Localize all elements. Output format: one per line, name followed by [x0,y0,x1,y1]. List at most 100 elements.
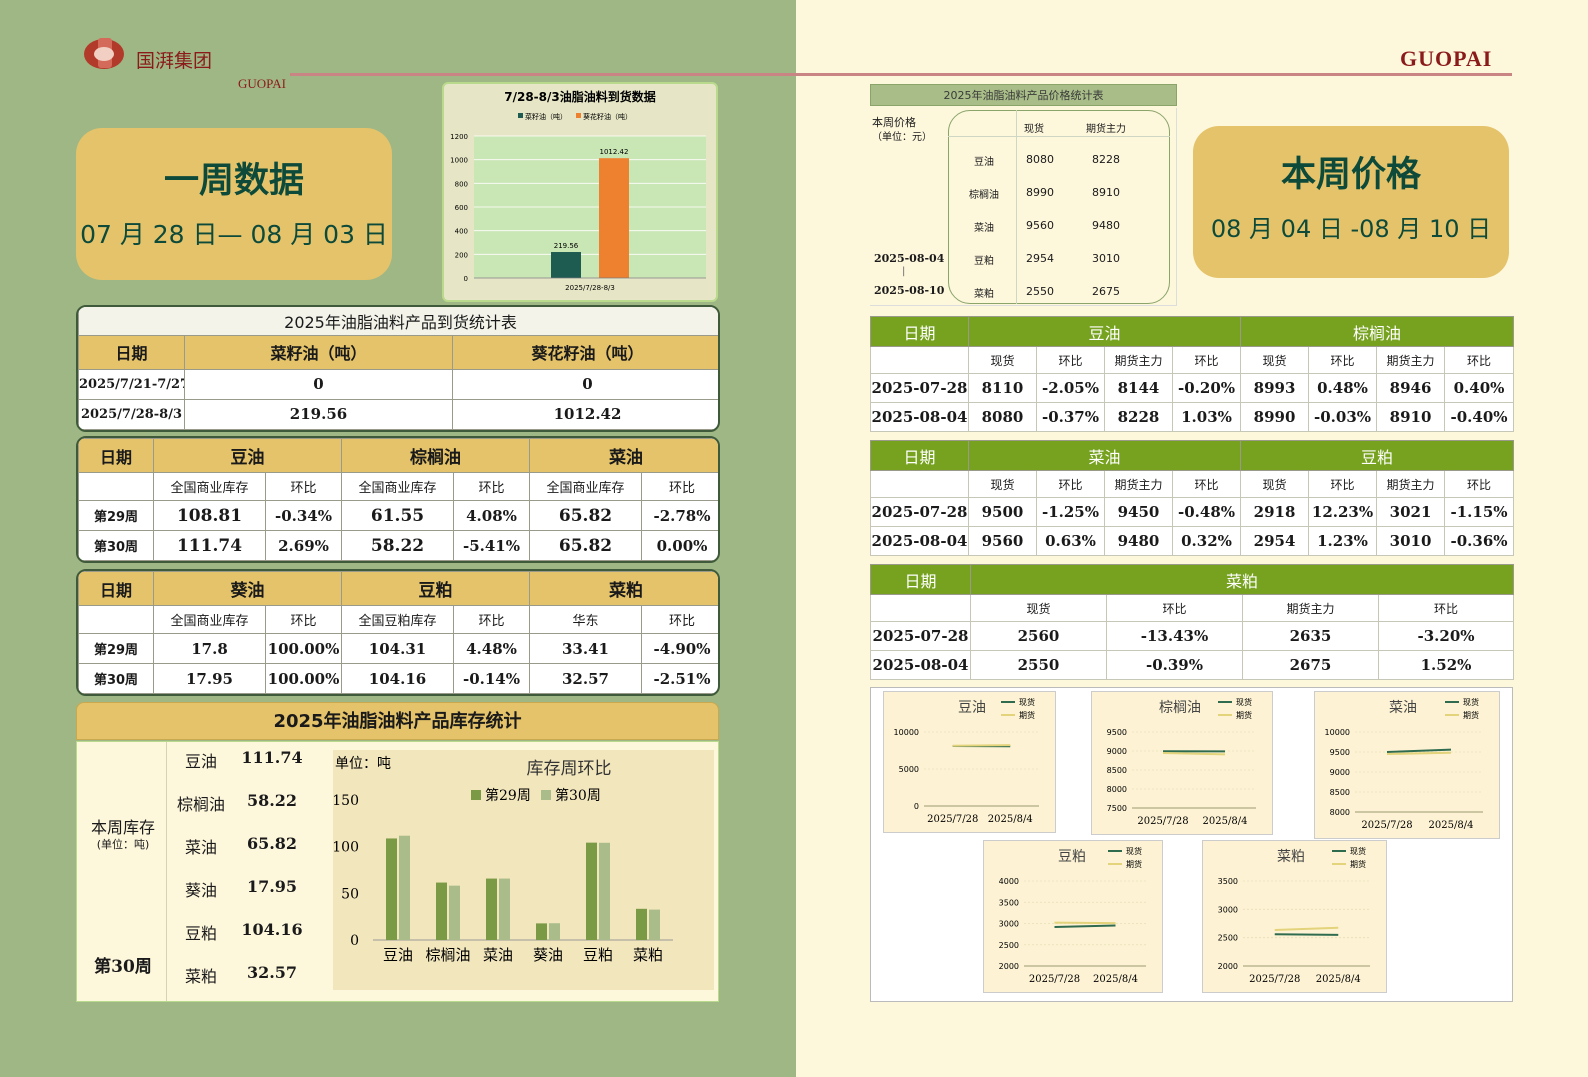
stock1-cell: -0.34% [265,500,342,531]
y-tick-label: 0 [350,933,359,949]
y-tick-label: 800 [455,180,468,188]
week-data-pill: 一周数据 07 月 28 日— 08 月 03 日 [76,128,392,280]
price-stats-date-from: 2025-08-04 [874,252,945,265]
price-stats-value: 2954 [1026,252,1054,265]
price-week-pill: 本周价格 08 月 04 日 -08 月 10 日 [1193,126,1509,278]
x-tick-label: 2025/7/28 [1249,974,1300,985]
stock2-subheader: 环比 [453,605,530,634]
arrival-table: 2025年油脂油料产品到货统计表 日期 菜籽油（吨） 葵花籽油（吨） 2025/… [76,305,720,432]
price2-cell: -0.36% [1444,526,1515,556]
stock2-cell: 4.48% [453,633,530,664]
inventory-item-value: 17.95 [246,877,298,896]
x-tick-label: 2025/8/4 [1316,974,1361,985]
y-tick-label: 0 [464,275,468,283]
price1-cell: -2.05% [1036,373,1105,403]
y-tick-label: 9500 [1330,748,1350,757]
arrival-table-title: 2025年油脂油料产品到货统计表 [78,307,718,336]
series-line [1162,752,1226,756]
data-label: 219.56 [554,242,579,250]
inventory-label-column [77,742,167,1001]
price2-subheader: 环比 [1444,470,1515,498]
guopai-logo-icon [84,38,124,69]
price-stats-value: 8228 [1092,153,1120,166]
price1-cell: 8993 [1240,373,1310,403]
series-line [1054,924,1116,928]
stock2-cell: 104.31 [341,633,454,664]
legend-label: 菜籽油（吨） [525,112,567,121]
stock1-subheader: 全国商业库存 [529,472,642,501]
x-tick-label: 2025/7/28 [1361,820,1412,831]
price-stats-product: 豆粕 [974,256,994,267]
y-tick-label: 5000 [899,765,919,774]
price1-header-soy-oil: 豆油 [967,316,1242,347]
price3-cell: 2560 [970,621,1107,651]
price1-cell: -0.40% [1444,402,1515,432]
price2-subheader: 期货主力 [1104,470,1173,498]
mini-price-chart: 豆油 现货 期货 0 5000 10000 2025/7/28 2025/8/4 [883,691,1056,833]
price1-subheader: 现货 [968,346,1037,374]
price-stats-label: 本周价格 [872,116,916,129]
series-line [1274,933,1339,936]
x-tick-label: 葵油 [533,946,563,964]
x-tick-label: 2025/7/28 [927,814,978,825]
y-tick-label: 600 [455,204,468,212]
price2-subheader: 环比 [1171,470,1242,498]
y-tick-label: 2000 [999,962,1019,971]
x-tick-label: 2025/7/28-8/3 [565,284,615,292]
stock-table-2: 日期 葵油 豆粕 菜粕 全国商业库存 环比 全国豆粕库存 环比 华东 环比 第2… [76,569,720,696]
price-stats-value: 9480 [1092,219,1120,232]
price1-subheader: 环比 [1444,346,1515,374]
price3-cell: -13.43% [1106,621,1243,651]
inventory-chart: 单位：吨 库存周环比 第29周 第30周 0 50 100 150 豆油 棕榈油 菜油 葵油 豆粕 菜粕 [332,750,714,990]
arrival-chart: 7/28-8/3油脂油料到货数据 菜籽油（吨） 葵花籽油（吨） 0 200 400 600 8… [442,82,718,302]
price3-cell: 2550 [970,650,1107,680]
price-stats-product: 菜油 [974,223,994,234]
price3-header-date: 日期 [870,564,971,595]
stock1-cell: -5.41% [453,530,530,561]
price3-subheader: 现货 [970,594,1107,622]
stock2-cell: 17.95 [153,663,266,694]
stock1-subheader-blank [78,472,154,501]
stock1-header-rapeseed-oil: 菜油 [529,438,718,473]
inventory-item-name: 棕榈油 [176,795,225,814]
bar [599,158,629,278]
price2-cell: 9450 [1104,497,1173,527]
y-tick-label: 1200 [450,133,468,141]
y-tick-label: 8000 [1107,785,1127,794]
arrival-row-1-date: 2025/7/21-7/27 [78,368,185,400]
x-tick-label: 菜油 [483,946,513,964]
price2-cell: 3021 [1376,497,1446,527]
price1-cell: 8080 [968,402,1037,432]
price1-cell: 0.48% [1308,373,1378,403]
price1-subheader: 环比 [1171,346,1242,374]
legend-label: 期货 [1236,710,1252,720]
y-tick-label: 10000 [1325,728,1350,737]
stock1-subheader: 全国商业库存 [153,472,266,501]
price2-subheader: 现货 [1240,470,1310,498]
stock1-cell: 58.22 [341,530,454,561]
brand-name-cn: 国湃集团 [136,50,213,72]
price2-cell: 3010 [1376,526,1446,556]
price2-cell: 0.32% [1171,526,1242,556]
price3-subheader: 环比 [1106,594,1243,622]
stock1-cell: 65.82 [529,530,642,561]
x-tick-label: 豆油 [383,946,413,964]
stock1-subheader: 环比 [641,472,718,501]
price-week-title: 本周价格 [1280,155,1421,195]
price2-cell: 9560 [968,526,1037,556]
x-tick-label: 2025/7/28 [1029,974,1080,985]
price2-cell: -1.15% [1444,497,1515,527]
stock2-header-date: 日期 [78,571,154,606]
x-tick-label: 菜粕 [633,946,663,964]
x-tick-label: 2025/8/4 [1093,974,1138,985]
inventory-item-value: 111.74 [241,748,303,767]
stock1-cell: -2.78% [641,500,718,531]
price2-subheader: 环比 [1036,470,1105,498]
price1-subheader: 期货主力 [1376,346,1446,374]
price-table-2: 日期 菜油 豆粕 现货 环比 期货主力 环比 现货 环比 期货主力 环比 202… [870,440,1515,556]
inventory-item-name: 菜油 [184,838,217,857]
price3-cell: 2675 [1242,650,1379,680]
stock1-cell: 65.82 [529,500,642,531]
y-tick-label: 100 [333,840,359,856]
price1-cell: 8228 [1104,402,1173,432]
